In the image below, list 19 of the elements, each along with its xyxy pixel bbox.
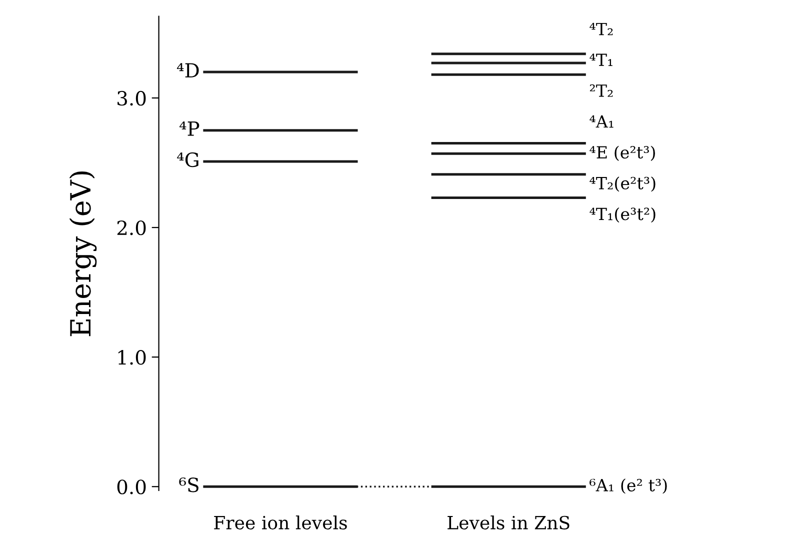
series-label: ⁶A₁ (e² t³): [590, 478, 667, 494]
series-label: ²T₂: [590, 84, 613, 97]
series-label: ⁴T₂: [590, 22, 613, 36]
y-tick-label: 0.0: [117, 480, 146, 494]
series-label: ⁴G: [177, 152, 198, 168]
y-tick-label: 3.0: [118, 90, 146, 106]
series-label: ⁴A₁: [590, 115, 614, 128]
series-label: ⁴T₁(e³t²): [590, 207, 656, 223]
series-label: ⁴T₂(e²t³): [590, 176, 656, 192]
y-tick-label: 1.0: [118, 350, 146, 365]
series-label: ⁴T₁: [590, 54, 612, 66]
series-label: ⁴D: [176, 63, 199, 78]
series-label: ⁴P: [179, 121, 200, 136]
series-label: ⁴E (e²t³): [590, 146, 655, 161]
y-tick-label: 2.0: [117, 220, 146, 236]
y-axis-title: Energy (eV): [69, 171, 97, 336]
x-tick-label: Free ion levels: [214, 516, 347, 530]
x-tick-label: Levels in ZnS: [448, 516, 570, 530]
series-label: ⁶S: [179, 478, 198, 492]
